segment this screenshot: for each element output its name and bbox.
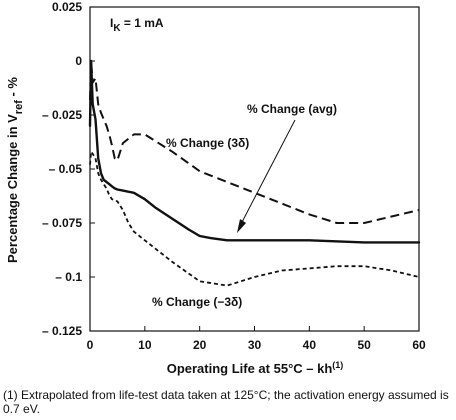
x-axis-ticks: 0 10 20 30 40 50 60 — [87, 326, 426, 352]
x-tick-label: 10 — [138, 338, 152, 352]
y-tick-label: – 0.075 — [42, 216, 82, 230]
series-layer — [88, 59, 421, 287]
plus-3sigma-series-label: % Change (3δ) — [166, 136, 249, 150]
avg-callout-arrowhead — [237, 219, 246, 233]
x-tick-label: 20 — [193, 338, 207, 352]
y-axis-label-text: Percentage Change in Vref - % — [5, 77, 25, 263]
footnote: (1) Extrapolated from life-test data tak… — [3, 388, 449, 416]
x-axis-label: Operating Life at 55°C – kh(1) — [167, 360, 344, 376]
plot-area — [89, 6, 420, 332]
y-tick-label: – 0.025 — [42, 108, 82, 122]
y-axis-ticks: 0.025 0 – 0.025 – 0.05 – 0.075 – 0.1 – 0.125 — [42, 0, 95, 338]
plot-frame — [89, 6, 420, 332]
x-tick-label: 40 — [303, 338, 317, 352]
minus-3sigma-series-label: % Change (−3δ) — [152, 295, 242, 309]
x-tick-label: 0 — [87, 338, 94, 352]
series-line-avg — [88, 59, 421, 244]
chart: Percentage Change in Vref - % 0 10 20 30 40 5… — [5, 0, 426, 376]
avg-series-label: % Change (avg) — [247, 102, 337, 116]
y-axis-label: Percentage Change in Vref - % — [5, 77, 25, 263]
x-tick-label: 60 — [412, 338, 426, 352]
y-tick-label: 0.025 — [52, 0, 82, 14]
y-tick-label: – 0.1 — [55, 270, 82, 284]
y-tick-label: 0 — [75, 54, 82, 68]
condition-label: IK = 1 mA — [110, 16, 164, 34]
x-tick-label: 30 — [248, 338, 262, 352]
x-tick-label: 50 — [357, 338, 371, 352]
y-tick-label: – 0.125 — [42, 324, 82, 338]
avg-callout-line — [239, 119, 296, 227]
series-line-minus-3sigma — [89, 150, 420, 287]
series-line-plus-3sigma — [89, 60, 420, 224]
y-tick-label: – 0.05 — [49, 162, 83, 176]
